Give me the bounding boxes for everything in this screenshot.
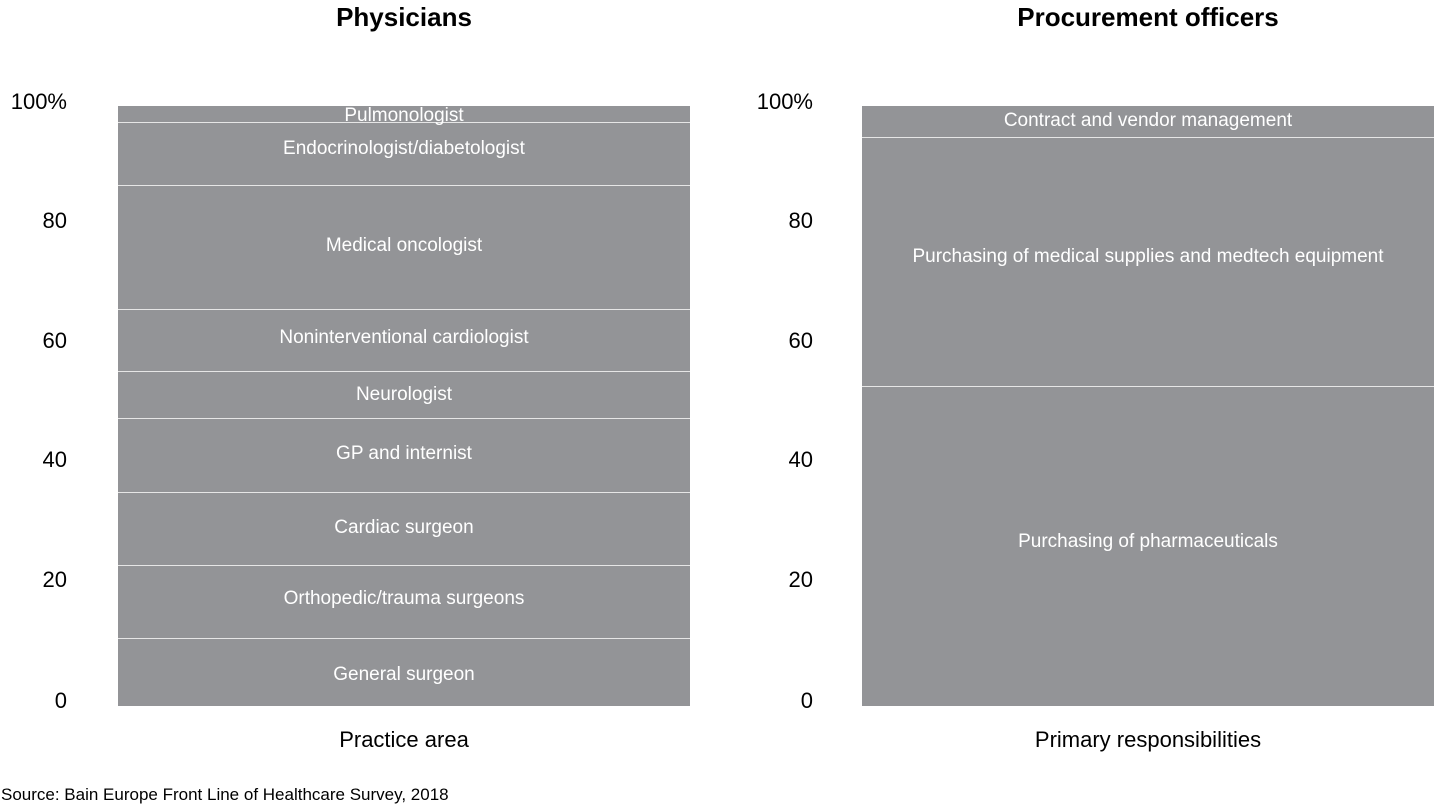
y-tick-100: 100% (756, 89, 813, 114)
y-tick-20: 20 (42, 567, 67, 592)
segment-neurologist (118, 371, 690, 418)
label-endocrinologist: Endocrinologist/diabetologist (283, 138, 525, 159)
y-tick-80: 80 (42, 208, 67, 233)
segment-endocrinologist (118, 122, 690, 185)
label-neurologist: Neurologist (355, 384, 453, 405)
y-tick-0: 0 (54, 688, 67, 713)
y-tick-20: 20 (788, 567, 813, 592)
label-medical-oncologist: Medical oncologist (325, 235, 483, 256)
label-noninterventional-cardiologist: Noninterventional cardiologist (279, 327, 529, 348)
y-tick-40: 40 (788, 447, 813, 472)
y-tick-40: 40 (42, 447, 67, 472)
label-cardiac-surgeon: Cardiac surgeon (334, 517, 474, 538)
physicians-stacked-bar: Pulmonologist Endocrinologist/diabetolog… (118, 105, 690, 706)
segment-orthopedic-surgeons (118, 565, 690, 638)
label-pharmaceuticals: Purchasing of pharmaceuticals (1018, 531, 1278, 552)
physicians-title: Physicians (336, 2, 472, 32)
label-medical-supplies: Purchasing of medical supplies and medte… (912, 246, 1384, 267)
y-tick-60: 60 (788, 328, 813, 353)
practice-area-axis-label: Practice area (339, 727, 469, 752)
label-gp-internist: GP and internist (336, 443, 472, 464)
segment-cardiac-surgeon (118, 492, 690, 565)
procurement-stacked-bar: Contract and vendor management Purchasin… (862, 106, 1434, 706)
source-note: Source: Bain Europe Front Line of Health… (1, 785, 449, 804)
segment-noninterventional-cardiologist (118, 309, 690, 371)
label-pulmonologist: Pulmonologist (344, 105, 464, 126)
y-tick-100: 100% (10, 89, 67, 114)
segment-medical-oncologist (118, 185, 690, 309)
segment-pharmaceuticals (862, 386, 1434, 706)
segment-medical-supplies (862, 137, 1434, 386)
segment-gp-internist (118, 418, 690, 492)
procurement-title: Procurement officers (1017, 2, 1279, 32)
label-general-surgeon: General surgeon (333, 664, 475, 685)
y-tick-80: 80 (788, 208, 813, 233)
label-orthopedic-surgeons: Orthopedic/trauma surgeons (283, 588, 525, 609)
y-tick-0: 0 (800, 688, 813, 713)
segment-general-surgeon (118, 638, 690, 706)
y-tick-60: 60 (42, 328, 67, 353)
label-contract-vendor: Contract and vendor management (1003, 110, 1293, 131)
primary-responsibilities-axis-label: Primary responsibilities (1034, 727, 1262, 752)
